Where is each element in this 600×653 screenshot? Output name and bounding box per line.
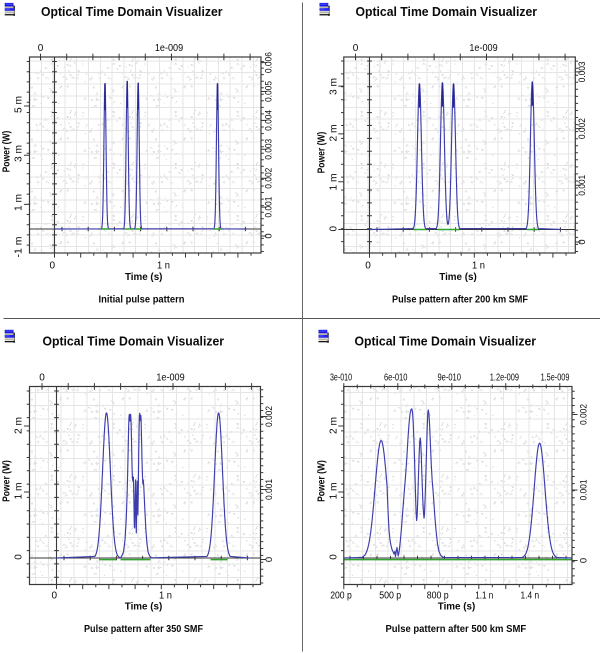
svg-text:Pulse pattern after 500 km SMF: Pulse pattern after 500 km SMF	[385, 623, 526, 635]
svg-text:1.4 n: 1.4 n	[521, 591, 540, 602]
svg-text:-1 m: -1 m	[14, 237, 25, 258]
svg-text:5 m: 5 m	[14, 96, 25, 113]
svg-text:0.002: 0.002	[264, 168, 275, 189]
svg-text:0: 0	[579, 558, 590, 563]
svg-text:1.1 n: 1.1 n	[475, 591, 493, 602]
svg-text:1e-009: 1e-009	[469, 43, 498, 54]
svg-text:0.002: 0.002	[577, 118, 588, 139]
svg-text:3 m: 3 m	[329, 78, 340, 95]
svg-text:0: 0	[577, 239, 588, 244]
svg-text:2 m: 2 m	[329, 125, 340, 142]
svg-text:6e-010: 6e-010	[384, 372, 408, 383]
svg-text:3e-010: 3e-010	[330, 372, 352, 383]
svg-text:Power (W): Power (W)	[2, 460, 13, 502]
svg-text:2 m: 2 m	[329, 417, 340, 434]
svg-text:800 p: 800 p	[427, 591, 449, 602]
svg-text:1e-009: 1e-009	[156, 372, 185, 383]
svg-text:0: 0	[14, 554, 25, 560]
svg-text:1.2e-009: 1.2e-009	[490, 372, 520, 383]
svg-text:0.006: 0.006	[264, 52, 275, 73]
svg-text:0: 0	[329, 225, 340, 231]
svg-text:0: 0	[38, 43, 44, 54]
svg-text:1 n: 1 n	[157, 261, 170, 272]
svg-text:0: 0	[365, 261, 371, 272]
svg-text:0: 0	[264, 557, 275, 562]
svg-text:500 p: 500 p	[379, 591, 401, 602]
svg-text:Time (s): Time (s)	[439, 271, 477, 283]
svg-text:0.001: 0.001	[264, 197, 275, 218]
svg-text:Time (s): Time (s)	[125, 271, 163, 283]
svg-text:0: 0	[39, 372, 45, 383]
svg-text:3 m: 3 m	[14, 145, 25, 162]
svg-text:0.005: 0.005	[264, 81, 275, 102]
svg-text:0: 0	[353, 43, 359, 54]
svg-text:Time (s): Time (s)	[438, 600, 476, 612]
svg-text:1.5e-009: 1.5e-009	[541, 372, 570, 383]
svg-text:Power (W): Power (W)	[316, 132, 327, 174]
svg-text:0.001: 0.001	[264, 479, 275, 500]
svg-text:0: 0	[52, 591, 58, 602]
svg-text:200 p: 200 p	[330, 591, 352, 602]
svg-text:1 m: 1 m	[329, 483, 340, 500]
svg-text:9e-010: 9e-010	[437, 372, 461, 383]
svg-text:Power (W): Power (W)	[316, 460, 327, 502]
svg-text:1e-009: 1e-009	[155, 43, 184, 54]
svg-text:0.004: 0.004	[264, 110, 275, 131]
svg-text:0.001: 0.001	[577, 175, 588, 196]
svg-text:0.002: 0.002	[579, 404, 590, 425]
svg-text:0: 0	[329, 554, 340, 560]
svg-text:0.003: 0.003	[577, 61, 588, 82]
svg-text:0: 0	[264, 233, 275, 238]
svg-text:Time (s): Time (s)	[125, 600, 163, 612]
svg-text:2 m: 2 m	[14, 417, 25, 434]
svg-text:Pulse pattern after 350 SMF: Pulse pattern after 350 SMF	[84, 623, 203, 635]
svg-text:0.003: 0.003	[264, 139, 275, 160]
svg-text:1 m: 1 m	[14, 483, 25, 500]
svg-text:1 n: 1 n	[159, 591, 172, 602]
svg-text:Pulse pattern after 200 km SMF: Pulse pattern after 200 km SMF	[392, 293, 529, 305]
svg-text:1 m: 1 m	[329, 174, 340, 191]
svg-text:Initial pulse pattern: Initial pulse pattern	[99, 293, 185, 305]
svg-text:Optical Time Domain Visualizer: Optical Time Domain Visualizer	[43, 334, 225, 349]
svg-text:0.002: 0.002	[264, 406, 275, 427]
svg-text:0: 0	[50, 261, 56, 272]
svg-text:Optical Time Domain Visualizer: Optical Time Domain Visualizer	[355, 334, 537, 349]
svg-text:Power (W): Power (W)	[2, 131, 13, 173]
svg-text:1 n: 1 n	[472, 261, 485, 272]
svg-text:0.001: 0.001	[579, 480, 590, 501]
svg-text:Optical Time Domain Visualizer: Optical Time Domain Visualizer	[356, 4, 538, 19]
svg-text:Optical Time Domain Visualizer: Optical Time Domain Visualizer	[41, 4, 223, 19]
svg-text:1 m: 1 m	[14, 194, 25, 211]
